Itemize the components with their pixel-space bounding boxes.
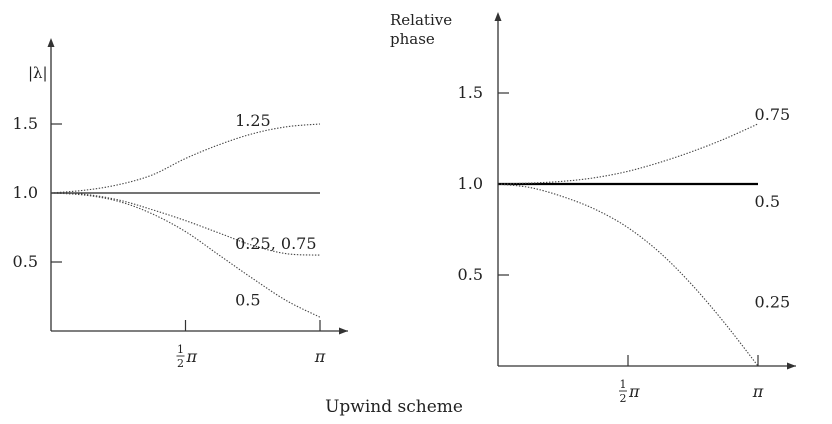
curve-label: 1.25 [235, 111, 271, 130]
x-axis-arrow [339, 327, 348, 335]
y-axis-title: Relative phase [390, 11, 452, 48]
series-line-1-25 [50, 123, 321, 194]
figure-caption: Upwind scheme [325, 397, 463, 417]
curve-label: 0.25, 0.75 [235, 234, 316, 253]
y-tick-label: 1.0 [13, 183, 38, 202]
x-tick-label-denominator: 2 [620, 392, 627, 405]
x-tick-label: π [752, 382, 764, 401]
y-tick-label: 1.5 [458, 83, 483, 102]
x-tick-label-numerator: 1 [620, 378, 627, 391]
x-axis-arrow [787, 362, 796, 370]
curve-label: 0.25 [755, 292, 791, 311]
series-line-0-75 [497, 123, 759, 185]
curve-label: 0.5 [235, 291, 260, 310]
x-tick-label: π [314, 347, 326, 366]
y-axis-arrow [494, 12, 502, 21]
y-axis-title-line: Relative [390, 11, 452, 29]
y-tick-label: 1.0 [458, 174, 483, 193]
y-tick-label: 0.5 [13, 252, 38, 271]
y-tick-label: 0.5 [458, 265, 483, 284]
series-line-0-25 [497, 183, 759, 367]
x-tick-label: 12 π [176, 343, 198, 370]
y-axis-title-line: |λ| [28, 64, 48, 82]
curve-label: 0.5 [755, 192, 780, 211]
y-tick-label: 1.5 [13, 114, 38, 133]
x-tick-label-pi: π [186, 347, 198, 366]
left-plot: 0.51.01.512 π π|λ|1.250.25, 0.750.5 [13, 38, 348, 370]
x-tick-label-pi: π [628, 382, 640, 401]
x-tick-label-denominator: 2 [177, 357, 184, 370]
x-tick-label-numerator: 1 [177, 343, 184, 356]
x-tick-label: 12 π [619, 378, 640, 405]
y-axis-title-line: phase [390, 30, 435, 48]
curve-label: 0.75 [755, 105, 791, 124]
y-axis-title: |λ| [28, 64, 48, 82]
series-line-0-25-0-75 [50, 192, 321, 256]
series-line-0-5 [50, 192, 321, 318]
y-axis-arrow [47, 38, 55, 47]
